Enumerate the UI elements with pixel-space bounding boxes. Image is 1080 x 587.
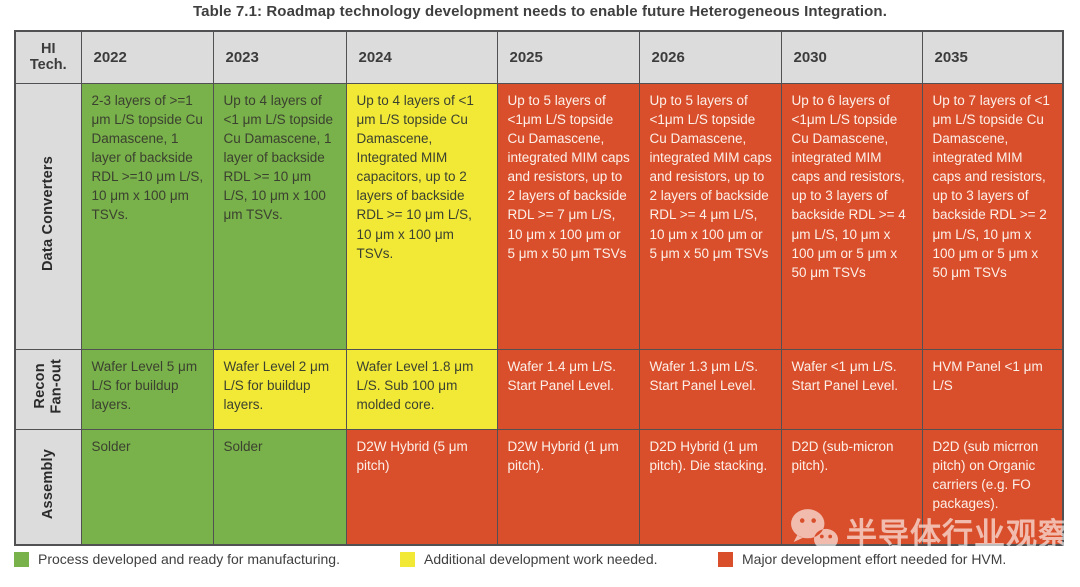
- legend-label: Additional development work needed.: [424, 551, 658, 567]
- table-row-data-converters: Data Converters 2-3 layers of >=1 μm L/S…: [14, 82, 1064, 350]
- legend-label: Process developed and ready for manufact…: [38, 551, 340, 567]
- cell-data-converters-2030: Up to 6 layers of <1μm L/S topside Cu Da…: [780, 82, 923, 350]
- legend-item-red: Major development effort needed for HVM.: [718, 551, 1006, 567]
- cell-assembly-2022: Solder: [80, 428, 214, 546]
- cell-assembly-2030: D2D (sub-micron pitch).: [780, 428, 923, 546]
- row-label-text: Recon Fan-out: [31, 359, 65, 414]
- row-label-recon-fan-out: Recon Fan-out: [14, 348, 82, 430]
- table-row-assembly: Assembly Solder Solder D2W Hybrid (5 μm …: [14, 428, 1064, 546]
- year-header-2035: 2035: [921, 30, 1064, 84]
- cell-recon-2022: Wafer Level 5 μm L/S for buildup layers.: [80, 348, 214, 430]
- row-label-data-converters: Data Converters: [14, 82, 82, 350]
- year-header-2030: 2030: [780, 30, 923, 84]
- legend-swatch-green: [14, 551, 29, 567]
- row-label-assembly: Assembly: [14, 428, 82, 546]
- cell-recon-2023: Wafer Level 2 μm L/S for buildup layers.: [212, 348, 347, 430]
- corner-header: HI Tech.: [14, 30, 82, 84]
- cell-recon-2026: Wafer 1.3 μm L/S. Start Panel Level.: [638, 348, 782, 430]
- row-label-text: Assembly: [39, 449, 56, 520]
- legend-swatch-red: [718, 551, 733, 567]
- cell-recon-2024: Wafer Level 1.8 μm L/S. Sub 100 μm molde…: [345, 348, 498, 430]
- cell-recon-2030: Wafer <1 μm L/S. Start Panel Level.: [780, 348, 923, 430]
- legend-label: Major development effort needed for HVM.: [742, 551, 1007, 567]
- cell-assembly-2026: D2D Hybrid (1 μm pitch). Die stacking.: [638, 428, 782, 546]
- cell-assembly-2025: D2W Hybrid (1 μm pitch).: [496, 428, 640, 546]
- legend-item-yellow: Additional development work needed.: [400, 551, 658, 567]
- year-header-2026: 2026: [638, 30, 782, 84]
- roadmap-table: HI Tech. 2022 2023 2024 2025 2026 2030 2…: [14, 30, 1064, 546]
- cell-data-converters-2022: 2-3 layers of >=1 μm L/S topside Cu Dama…: [80, 82, 214, 350]
- table-title: Table 7.1: Roadmap technology developmen…: [193, 3, 887, 20]
- cell-data-converters-2025: Up to 5 layers of <1μm L/S topside Cu Da…: [496, 82, 640, 350]
- cell-data-converters-2023: Up to 4 layers of <1 μm L/S topside Cu D…: [212, 82, 347, 350]
- row-label-text: Data Converters: [39, 155, 56, 271]
- cell-recon-2035: HVM Panel <1 μm L/S: [921, 348, 1064, 430]
- header-row: HI Tech. 2022 2023 2024 2025 2026 2030 2…: [14, 30, 1064, 84]
- cell-recon-2025: Wafer 1.4 μm L/S. Start Panel Level.: [496, 348, 640, 430]
- cell-assembly-2035: D2D (sub micrron pitch) on Organic carri…: [921, 428, 1064, 546]
- cell-data-converters-2026: Up to 5 layers of <1μm L/S topside Cu Da…: [638, 82, 782, 350]
- legend-swatch-yellow: [400, 551, 415, 567]
- year-header-2022: 2022: [80, 30, 214, 84]
- cell-data-converters-2035: Up to 7 layers of <1 μm L/S topside Cu D…: [921, 82, 1064, 350]
- year-header-2023: 2023: [212, 30, 347, 84]
- cell-assembly-2023: Solder: [212, 428, 347, 546]
- year-header-2025: 2025: [496, 30, 640, 84]
- year-header-2024: 2024: [345, 30, 498, 84]
- legend-item-green: Process developed and ready for manufact…: [14, 551, 340, 567]
- cell-data-converters-2024: Up to 4 layers of <1 μm L/S topside Cu D…: [345, 82, 498, 350]
- cell-assembly-2024: D2W Hybrid (5 μm pitch): [345, 428, 498, 546]
- table-row-recon-fan-out: Recon Fan-out Wafer Level 5 μm L/S for b…: [14, 348, 1064, 430]
